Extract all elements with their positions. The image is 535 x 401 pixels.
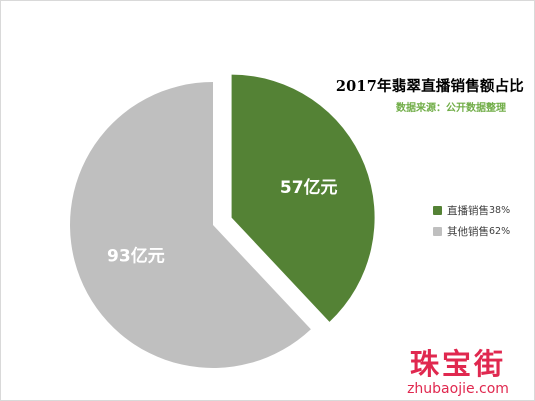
- watermark-logo: 珠宝街 zhubaojie.com: [388, 347, 528, 397]
- legend-percent-2: 62%: [489, 225, 511, 237]
- legend-swatch-1: [433, 205, 442, 215]
- chart-subtitle: 数据来源：公开数据整理: [396, 103, 506, 114]
- pie-slice-label-1: 57亿元: [280, 177, 338, 198]
- title-block: 2017年翡翠直播销售额占比 数据来源：公开数据整理: [324, 75, 524, 114]
- chart-title: 2017年翡翠直播销售额占比: [335, 78, 524, 95]
- legend-label-1: 直播销售: [447, 204, 489, 217]
- legend-label-2: 其他销售: [447, 225, 489, 238]
- chart-legend: 直播销售 38% 其他销售 62%: [433, 202, 510, 244]
- watermark-name: 珠宝街: [409, 347, 506, 381]
- legend-swatch-2: [433, 226, 442, 236]
- legend-percent-1: 38%: [489, 204, 511, 216]
- legend-item-2: 其他销售 62%: [433, 223, 510, 239]
- watermark-domain: zhubaojie.com: [407, 381, 509, 397]
- legend-item-1: 直播销售 38%: [433, 202, 510, 218]
- pie-slice-1: [231, 74, 375, 322]
- pie-slice-2: [69, 82, 311, 368]
- pie-slice-label-2: 93亿元: [107, 246, 165, 267]
